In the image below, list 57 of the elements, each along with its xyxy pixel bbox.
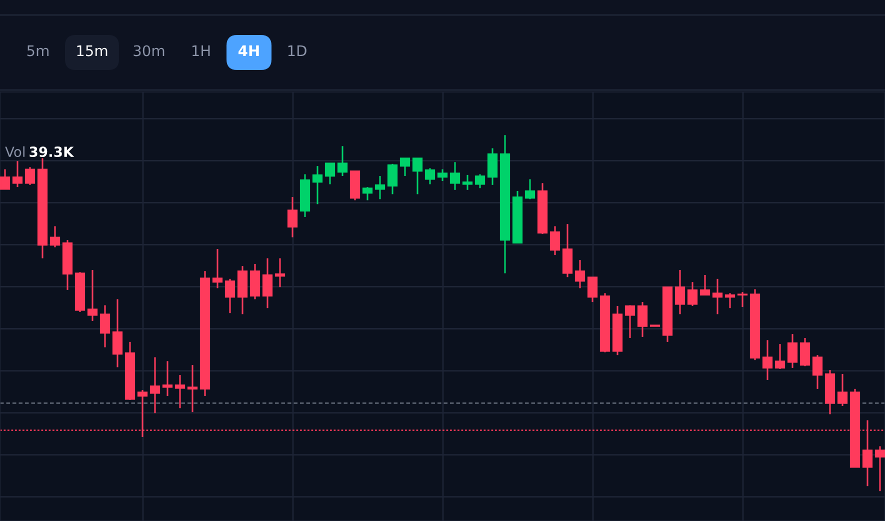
text: 5m — [27, 45, 49, 56]
candlestick — [387, 163, 398, 195]
candlestick — [187, 364, 198, 413]
candlestick — [474, 173, 486, 189]
candlestick — [174, 374, 186, 409]
annotation: 39.3K — [30, 146, 74, 158]
candlestick — [274, 257, 286, 288]
candlestick — [424, 167, 436, 185]
candlestick — [212, 248, 223, 289]
candlestick — [774, 343, 786, 370]
candlestick — [312, 165, 323, 205]
candlestick — [374, 175, 386, 200]
candlestick — [787, 333, 798, 369]
text: 4H — [238, 45, 259, 56]
candlestick — [150, 356, 160, 414]
candlestick — [574, 259, 586, 289]
candlestick — [287, 196, 298, 238]
candlestick — [712, 278, 723, 315]
candlestick — [524, 178, 536, 200]
candlestick — [50, 225, 60, 248]
candlestick — [687, 281, 698, 307]
candlestick — [412, 157, 423, 195]
text: 1D — [288, 45, 306, 56]
candlestick — [587, 276, 598, 303]
candlestick — [12, 160, 23, 188]
candlestick — [737, 291, 748, 308]
candlestick — [800, 337, 810, 367]
candlestick — [337, 145, 348, 177]
candlestick — [24, 166, 36, 186]
text: 15m — [77, 45, 108, 56]
candlestick — [450, 161, 460, 191]
text: 1H — [192, 45, 210, 56]
candlestick — [874, 445, 885, 492]
candlestick — [837, 373, 848, 407]
candlestick — [637, 301, 648, 338]
text: 30m — [134, 45, 164, 56]
candlestick — [224, 278, 236, 314]
candlestick — [400, 157, 410, 177]
candlestick — [550, 225, 560, 256]
candlestick — [162, 360, 173, 397]
candlestick — [674, 269, 686, 315]
candlestick — [0, 168, 10, 190]
candlestick — [462, 174, 473, 191]
candlestick — [324, 162, 336, 185]
candlestick — [262, 257, 273, 309]
candlestick — [812, 354, 823, 390]
candlestick — [724, 292, 736, 309]
candlestick — [437, 168, 448, 182]
candlestick — [112, 298, 123, 368]
candlestick — [624, 304, 636, 339]
candlestick — [100, 304, 110, 348]
candlestick — [762, 339, 773, 381]
candlestick — [700, 274, 710, 296]
annotation: Vol — [5, 146, 24, 158]
candlestick — [362, 186, 373, 201]
candlestick — [487, 147, 498, 186]
candlestick — [87, 269, 98, 322]
